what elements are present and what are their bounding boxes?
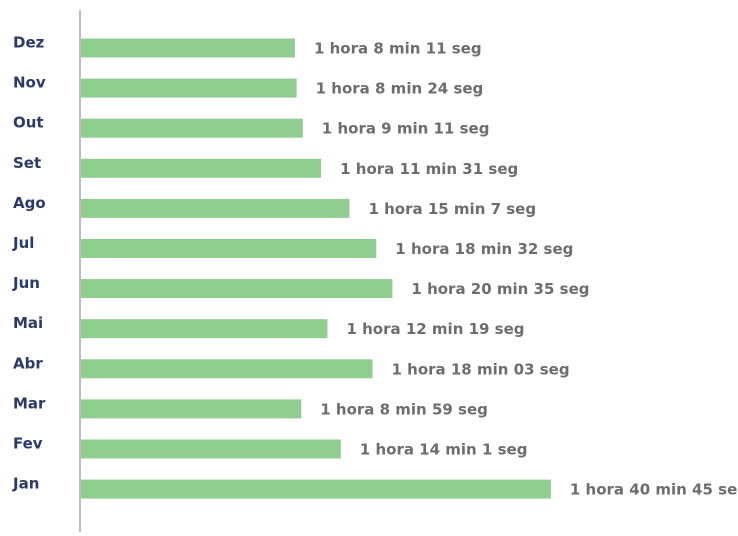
value-label: 1 hora 40 min 45 seg [570,481,738,499]
bar [81,359,373,379]
value-label: 1 hora 14 min 1 seg [360,441,528,459]
category-label: Ago [13,194,46,212]
category-label: Out [13,114,44,132]
bar [81,78,297,98]
bar [81,279,393,299]
category-label: Mai [13,314,43,332]
bar [81,439,341,459]
bar [81,319,328,339]
bar [81,479,551,499]
value-label: 1 hora 20 min 35 seg [411,280,589,298]
category-label: Set [13,154,41,172]
category-label: Fev [13,435,43,453]
value-label: 1 hora 8 min 11 seg [314,40,482,58]
category-label: Dez [13,34,45,52]
bar [81,118,303,138]
value-label: 1 hora 12 min 19 seg [346,320,524,338]
value-label: 1 hora 15 min 7 seg [368,200,536,218]
category-label: Nov [13,74,46,92]
bar [81,38,295,58]
value-label: 1 hora 8 min 59 seg [320,400,488,418]
value-label: 1 hora 9 min 11 seg [322,120,490,138]
value-label: 1 hora 11 min 31 seg [340,160,518,178]
bar [81,399,302,419]
value-label: 1 hora 18 min 32 seg [395,240,573,258]
category-label: Mar [13,394,46,412]
category-label: Jun [12,274,40,292]
bar [81,198,350,218]
category-label: Abr [13,354,43,372]
category-label: Jul [12,234,34,252]
bar [81,239,377,258]
category-label: Jan [12,475,39,493]
value-label: 1 hora 18 min 03 seg [391,360,569,378]
bar [81,158,322,178]
value-label: 1 hora 8 min 24 seg [316,80,484,98]
